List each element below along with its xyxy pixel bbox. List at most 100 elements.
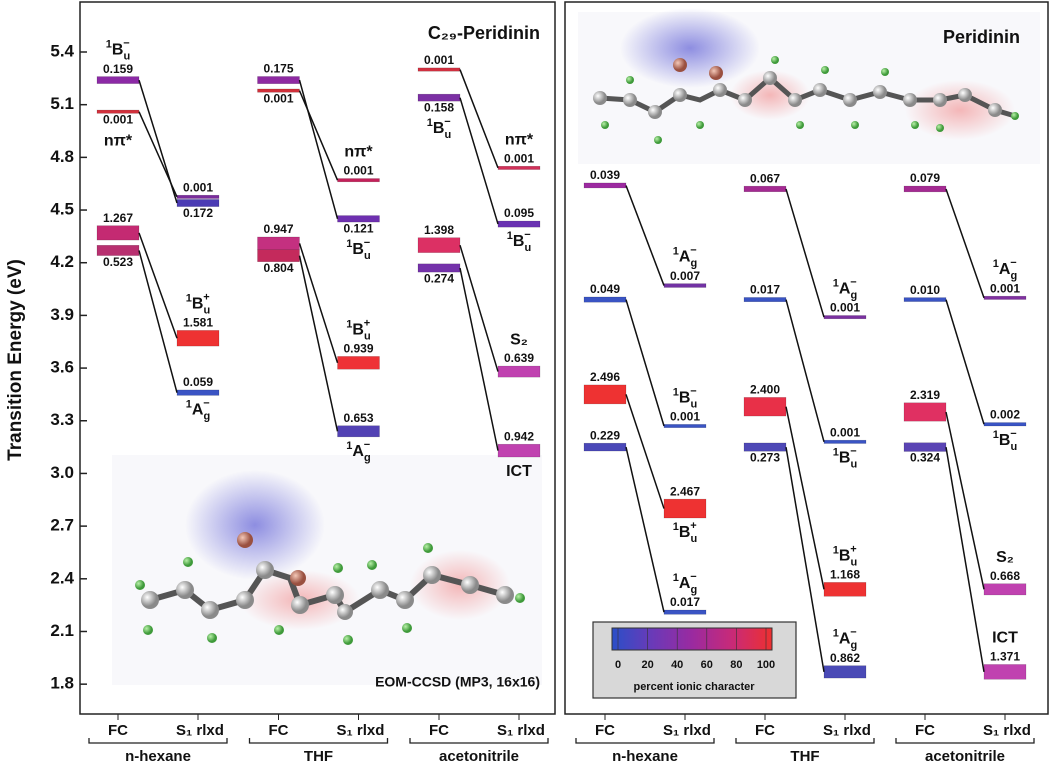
state-label: 1Bu− <box>673 385 697 410</box>
state-parity-sub: u <box>1010 441 1017 453</box>
solvent-bracket <box>575 738 715 744</box>
oscillator-strength: 0.017 <box>670 595 700 609</box>
colorbar-tick-label: 60 <box>701 659 713 671</box>
state-label: S₂ <box>510 331 528 348</box>
energy-level <box>176 330 220 347</box>
state-sign: − <box>1010 257 1016 269</box>
oscillator-strength: 0.939 <box>343 342 373 356</box>
oscillator-strength: 0.079 <box>910 171 940 185</box>
state-symmetry: B <box>112 42 124 59</box>
state-multiplicity: 1 <box>673 246 679 258</box>
column-label: S₁ rlxd <box>176 722 224 739</box>
state-parity-sub: u <box>690 533 697 545</box>
state-symmetry: B <box>999 432 1011 449</box>
column-label: FC <box>269 722 289 739</box>
state-symmetry: B <box>839 548 851 565</box>
state-multiplicity: 1 <box>833 544 839 556</box>
state-label: ICT <box>992 630 1018 647</box>
state-label: S₂ <box>996 549 1014 566</box>
state-symmetry: B <box>839 450 851 467</box>
state-label: 1Bu+ <box>673 520 697 545</box>
state-sign: + <box>364 317 370 329</box>
y-tick-label: 3.6 <box>50 358 74 377</box>
state-symmetry: B <box>192 296 204 313</box>
state-sign: − <box>364 439 370 451</box>
relaxation-path <box>298 243 339 364</box>
energy-level <box>497 220 541 228</box>
oscillator-strength: 2.496 <box>590 370 620 384</box>
state-label: 1Ag− <box>346 439 370 464</box>
solvent-bracket <box>895 738 1035 744</box>
state-label: 1Bu− <box>993 428 1017 453</box>
state-label: nπ* <box>104 133 133 150</box>
solvent-label: n-hexane <box>125 748 191 765</box>
relaxation-path <box>625 185 665 286</box>
state-sign: − <box>850 445 856 457</box>
column-label: S₁ rlxd <box>497 722 545 739</box>
energy-level <box>743 185 787 193</box>
state-sign: + <box>850 543 856 555</box>
oscillator-strength: 1.168 <box>830 568 860 582</box>
y-tick-label: 2.1 <box>50 621 74 640</box>
oscillator-strength: 0.059 <box>183 375 213 389</box>
y-tick-label: 1.8 <box>50 674 74 693</box>
oscillator-strength: 0.172 <box>183 206 213 220</box>
state-sign: + <box>203 291 209 303</box>
state-multiplicity: 1 <box>346 318 352 330</box>
relaxation-path <box>785 299 825 443</box>
state-sign: − <box>690 245 696 257</box>
oscillator-strength: 0.007 <box>670 269 700 283</box>
left-molecule <box>112 455 542 685</box>
state-sign: − <box>850 276 856 288</box>
colorbar-label: percent ionic character <box>633 681 755 693</box>
energy-level <box>983 295 1027 300</box>
y-tick-label: 4.2 <box>50 252 74 271</box>
oscillator-strength: 0.274 <box>424 271 454 285</box>
y-axis-label: Transition Energy (eV) <box>5 259 26 461</box>
state-label: 1Bu− <box>346 237 370 262</box>
right-molecule <box>578 8 1040 164</box>
state-multiplicity: 1 <box>106 38 112 50</box>
oscillator-strength: 0.001 <box>424 53 454 67</box>
oscillator-strength: 1.581 <box>183 316 213 330</box>
relaxation-path <box>459 267 499 451</box>
relaxation-path <box>945 188 985 299</box>
oscillator-strength: 0.942 <box>504 429 534 443</box>
state-multiplicity: 1 <box>833 446 839 458</box>
state-label: 1Ag− <box>833 627 857 652</box>
state-multiplicity: 1 <box>186 292 192 304</box>
y-tick-label: 3.9 <box>50 305 74 324</box>
relaxation-path <box>298 79 339 220</box>
energy-level <box>583 182 627 189</box>
relaxation-path <box>298 90 339 181</box>
state-parity-sub: g <box>690 584 697 596</box>
state-parity-sub: u <box>203 304 210 316</box>
state-sign: − <box>524 229 530 241</box>
state-parity-sub: u <box>850 556 857 568</box>
relaxation-path <box>945 446 985 672</box>
oscillator-strength: 0.175 <box>263 62 293 76</box>
colorbar-tick-label: 0 <box>615 659 621 671</box>
state-symmetry: A <box>352 443 364 460</box>
energy-level <box>823 582 867 597</box>
state-symmetry: A <box>679 249 691 266</box>
state-sign: − <box>1010 428 1016 440</box>
colorbar-tick-label: 20 <box>641 659 653 671</box>
energy-level <box>497 165 541 170</box>
state-label: 1Ag− <box>993 257 1017 282</box>
state-multiplicity: 1 <box>507 230 513 242</box>
oscillator-strength: 0.668 <box>990 569 1020 583</box>
relaxation-path <box>459 69 499 169</box>
energy-level <box>257 236 300 251</box>
state-multiplicity: 1 <box>993 258 999 270</box>
left-panel-frame <box>79 1 556 715</box>
column-label: S₁ rlxd <box>337 722 385 739</box>
state-multiplicity: 1 <box>346 440 352 452</box>
oscillator-strength: 0.159 <box>103 62 133 76</box>
state-sign: − <box>850 627 856 639</box>
oscillator-strength: 0.273 <box>750 450 780 464</box>
energy-level <box>903 185 947 193</box>
state-label: 1Bu− <box>833 445 857 470</box>
relaxation-path <box>138 111 178 198</box>
